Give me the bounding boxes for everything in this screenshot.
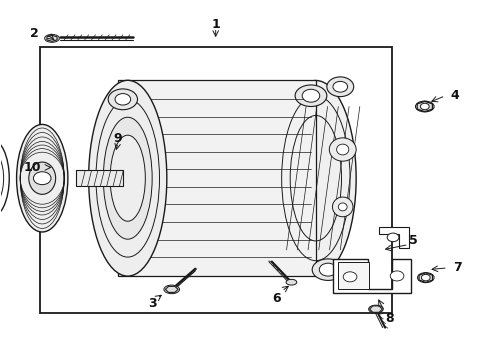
Polygon shape	[419, 273, 433, 283]
Polygon shape	[417, 101, 433, 112]
Text: 1: 1	[211, 18, 220, 31]
Circle shape	[319, 263, 337, 276]
Ellipse shape	[108, 89, 138, 110]
Text: 3: 3	[148, 297, 156, 310]
Polygon shape	[47, 35, 57, 41]
Circle shape	[33, 172, 51, 185]
Circle shape	[421, 274, 430, 281]
Text: 10: 10	[24, 161, 41, 174]
Ellipse shape	[110, 135, 146, 221]
Ellipse shape	[0, 139, 9, 218]
Text: 4: 4	[451, 89, 460, 102]
Text: 6: 6	[272, 292, 281, 305]
Circle shape	[343, 272, 357, 282]
Text: 5: 5	[409, 234, 418, 247]
Text: 2: 2	[29, 27, 38, 40]
Circle shape	[420, 103, 429, 110]
Ellipse shape	[89, 80, 167, 276]
Ellipse shape	[275, 81, 356, 276]
Ellipse shape	[103, 117, 152, 239]
Ellipse shape	[29, 162, 56, 194]
Text: 9: 9	[114, 132, 122, 145]
Circle shape	[390, 271, 404, 281]
Ellipse shape	[164, 285, 179, 294]
Ellipse shape	[337, 144, 349, 155]
Ellipse shape	[0, 150, 3, 206]
Polygon shape	[379, 226, 409, 248]
Circle shape	[302, 89, 320, 102]
Ellipse shape	[338, 203, 347, 211]
Bar	[76, 170, 123, 186]
Ellipse shape	[312, 259, 344, 280]
Ellipse shape	[329, 138, 356, 161]
Polygon shape	[333, 259, 411, 293]
Bar	[118, 80, 316, 276]
Ellipse shape	[45, 35, 59, 42]
Circle shape	[333, 81, 347, 92]
Ellipse shape	[17, 125, 68, 232]
Text: 8: 8	[385, 311, 393, 325]
Ellipse shape	[327, 77, 354, 96]
Ellipse shape	[286, 279, 297, 285]
Polygon shape	[165, 286, 178, 292]
Bar	[338, 262, 369, 289]
Ellipse shape	[368, 305, 383, 313]
Ellipse shape	[295, 85, 327, 107]
Ellipse shape	[332, 197, 353, 217]
Circle shape	[115, 94, 131, 105]
Bar	[40, 47, 392, 313]
Polygon shape	[369, 306, 382, 312]
Text: 7: 7	[453, 261, 462, 274]
Circle shape	[387, 233, 399, 242]
